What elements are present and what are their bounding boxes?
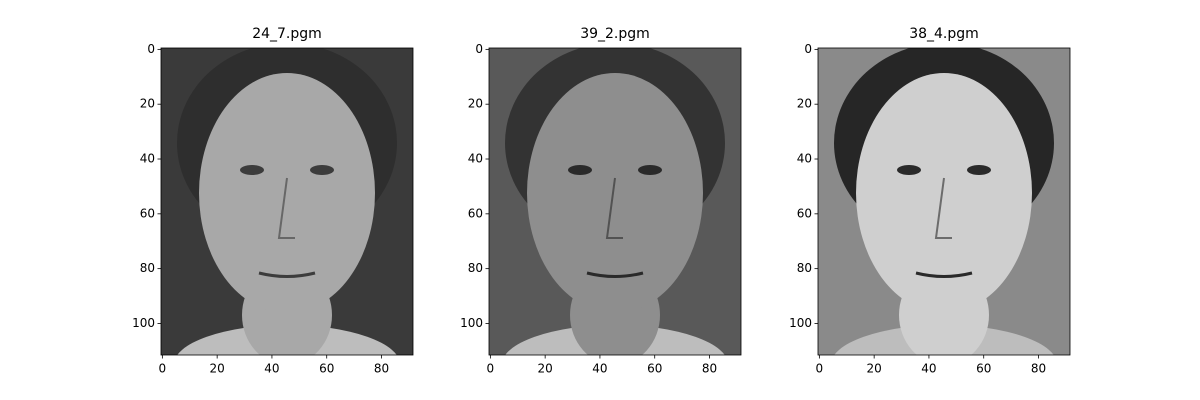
y-tick-label: 0	[804, 42, 812, 56]
y-tick-label: 100	[460, 316, 483, 330]
y-tick-label: 100	[132, 316, 155, 330]
nose	[934, 177, 952, 239]
x-tick-label: 80	[702, 362, 717, 376]
image-content	[161, 48, 413, 355]
y-tick-label: 80	[797, 261, 812, 275]
y-tick-label: 100	[789, 316, 812, 330]
x-tick-label: 40	[264, 362, 279, 376]
x-tick-label: 80	[1031, 362, 1046, 376]
face	[199, 73, 375, 313]
x-tick-label: 0	[816, 362, 824, 376]
face-image: 38_4.pgm 0 20 40 60 80 0 20 40 60 80 100	[789, 26, 1071, 376]
x-tick-label: 20	[538, 362, 553, 376]
y-tick-label: 0	[147, 42, 155, 56]
y-tick-label: 20	[468, 97, 483, 111]
left-eye	[240, 165, 264, 175]
y-tick-label: 0	[475, 42, 483, 56]
axes-frame	[160, 47, 414, 356]
x-tick-label: 80	[374, 362, 389, 376]
x-tick-label: 60	[647, 362, 662, 376]
y-tick-label: 40	[797, 152, 812, 166]
y-tick-label: 40	[468, 152, 483, 166]
y-tick-label: 40	[140, 152, 155, 166]
nose	[605, 177, 623, 239]
axes-title: 38_4.pgm	[909, 26, 979, 42]
right-eye	[638, 165, 662, 175]
face-image: 39_2.pgm 0 20 40 60 80 0 20 40 60 80 100	[460, 26, 742, 376]
y-tick-label: 60	[468, 206, 483, 220]
left-eye	[568, 165, 592, 175]
x-tick-label: 60	[319, 362, 334, 376]
nose	[277, 177, 295, 239]
x-tick-label: 0	[159, 362, 167, 376]
right-eye	[967, 165, 991, 175]
image-content	[818, 48, 1070, 355]
y-tick-label: 20	[797, 97, 812, 111]
mouth	[915, 271, 973, 278]
mouth	[258, 271, 316, 278]
left-eye	[897, 165, 921, 175]
mouth	[586, 271, 644, 278]
x-tick-label: 40	[592, 362, 607, 376]
x-tick-label: 40	[921, 362, 936, 376]
x-tick-label: 60	[976, 362, 991, 376]
right-eye	[310, 165, 334, 175]
y-tick-label: 60	[140, 206, 155, 220]
face-image: 24_7.pgm 0 20 40 60 80 0 20 40 60 80 100	[132, 26, 414, 376]
axes-frame	[488, 47, 742, 356]
axes-frame	[817, 47, 1071, 356]
y-tick-label: 60	[797, 206, 812, 220]
y-tick-label: 20	[140, 97, 155, 111]
axes-title: 24_7.pgm	[252, 26, 322, 42]
y-tick-label: 80	[468, 261, 483, 275]
x-tick-label: 20	[867, 362, 882, 376]
axes-title: 39_2.pgm	[580, 26, 650, 42]
face	[527, 73, 703, 313]
face	[856, 73, 1032, 313]
y-tick-label: 80	[140, 261, 155, 275]
x-tick-label: 20	[210, 362, 225, 376]
x-tick-label: 0	[487, 362, 495, 376]
image-content	[489, 48, 741, 355]
